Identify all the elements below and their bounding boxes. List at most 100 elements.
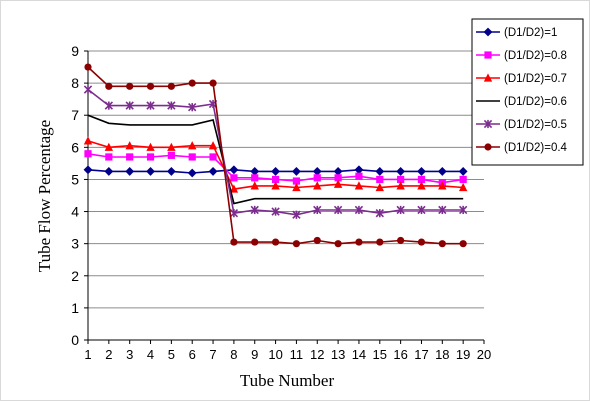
series-0: [83, 165, 468, 178]
y-tick-label: 8: [71, 75, 79, 91]
legend-swatch-marker: [483, 119, 493, 129]
data-point: [229, 165, 239, 175]
data-point: [354, 181, 364, 190]
data-point: [313, 236, 321, 245]
data-point: [375, 167, 385, 176]
data-point: [334, 240, 342, 248]
data-point: [208, 167, 218, 176]
series-3: [87, 114, 464, 205]
legend-label: (D1/D2)=0.8: [504, 50, 567, 62]
legend-item: (D1/D2)=1: [476, 27, 557, 39]
y-tick-label: 2: [71, 268, 79, 284]
data-point: [230, 174, 238, 182]
legend-label: (D1/D2)=0.7: [504, 73, 567, 85]
x-tick-label: 19: [456, 347, 470, 362]
y-tick-label: 5: [71, 171, 79, 187]
data-point: [396, 205, 405, 215]
data-point: [354, 205, 364, 215]
data-point: [167, 142, 176, 151]
data-point: [313, 174, 321, 182]
data-point: [146, 153, 155, 161]
data-point: [83, 165, 93, 175]
x-tick-label: 17: [414, 347, 428, 362]
data-point: [333, 167, 343, 176]
x-tick-label: 13: [331, 347, 345, 362]
data-point: [230, 238, 238, 246]
data-point: [417, 238, 426, 246]
data-point: [229, 208, 239, 218]
data-point: [417, 167, 426, 176]
data-point: [250, 167, 260, 176]
data-point: [126, 82, 134, 90]
data-point: [251, 174, 259, 182]
data-point: [396, 167, 406, 176]
legend-item: (D1/D2)=0.4: [476, 142, 568, 154]
legend-item: (D1/D2)=0.6: [476, 96, 567, 108]
legend-item: (D1/D2)=0.7: [476, 73, 567, 85]
data-point: [250, 181, 259, 190]
x-tick-label: 16: [393, 347, 407, 362]
data-point: [167, 82, 175, 90]
data-point: [104, 167, 114, 176]
data-point: [187, 168, 197, 178]
series-5: [84, 63, 467, 248]
y-tick-label: 9: [71, 43, 79, 59]
series-1: [84, 150, 467, 187]
data-point: [375, 208, 384, 218]
data-point: [146, 82, 155, 90]
data-point: [313, 205, 322, 215]
data-point: [271, 238, 280, 246]
data-point: [334, 174, 342, 182]
data-point: [104, 101, 114, 110]
data-point: [251, 238, 259, 246]
data-point: [125, 141, 134, 150]
data-point: [271, 175, 280, 184]
data-point: [397, 236, 405, 245]
data-point: [292, 177, 301, 185]
legend-label: (D1/D2)=1: [504, 27, 557, 39]
series-4: [83, 85, 468, 219]
x-tick-label: 6: [189, 347, 196, 362]
x-tick-label: 11: [290, 347, 304, 362]
x-tick-label: 4: [147, 347, 154, 362]
x-tick-label: 12: [310, 347, 324, 362]
x-tick-label: 7: [209, 347, 216, 362]
data-point: [312, 167, 322, 176]
x-tick-label: 1: [84, 347, 91, 362]
data-point: [209, 153, 217, 161]
x-tick-label: 9: [251, 347, 258, 362]
data-point: [458, 182, 468, 192]
data-point: [354, 165, 364, 175]
data-point: [292, 167, 301, 176]
y-tick-label: 7: [71, 107, 79, 123]
y-axis-title: Tube Flow Percentage: [35, 120, 54, 272]
data-point: [105, 82, 113, 90]
data-point: [105, 153, 113, 161]
data-point: [146, 101, 155, 110]
data-point: [271, 167, 280, 176]
data-point: [188, 153, 196, 161]
legend-label: (D1/D2)=0.6: [504, 96, 567, 108]
data-point: [209, 79, 217, 87]
data-point: [438, 181, 447, 190]
data-point: [84, 63, 92, 71]
legend-swatch-marker: [483, 27, 493, 37]
data-point: [376, 238, 384, 246]
data-point: [166, 167, 176, 176]
data-point: [396, 181, 405, 190]
x-tick-label: 8: [230, 347, 237, 362]
data-point: [83, 136, 93, 145]
data-point: [83, 85, 93, 94]
data-point: [438, 240, 446, 248]
data-point: [271, 207, 280, 216]
series-layer: [83, 63, 468, 248]
x-tick-label: 15: [373, 347, 387, 362]
data-point: [229, 184, 239, 193]
data-point: [188, 141, 197, 150]
x-tick-label: 2: [105, 347, 112, 362]
legend-label: (D1/D2)=0.5: [504, 119, 567, 131]
data-point: [167, 151, 175, 159]
data-point: [333, 179, 343, 188]
